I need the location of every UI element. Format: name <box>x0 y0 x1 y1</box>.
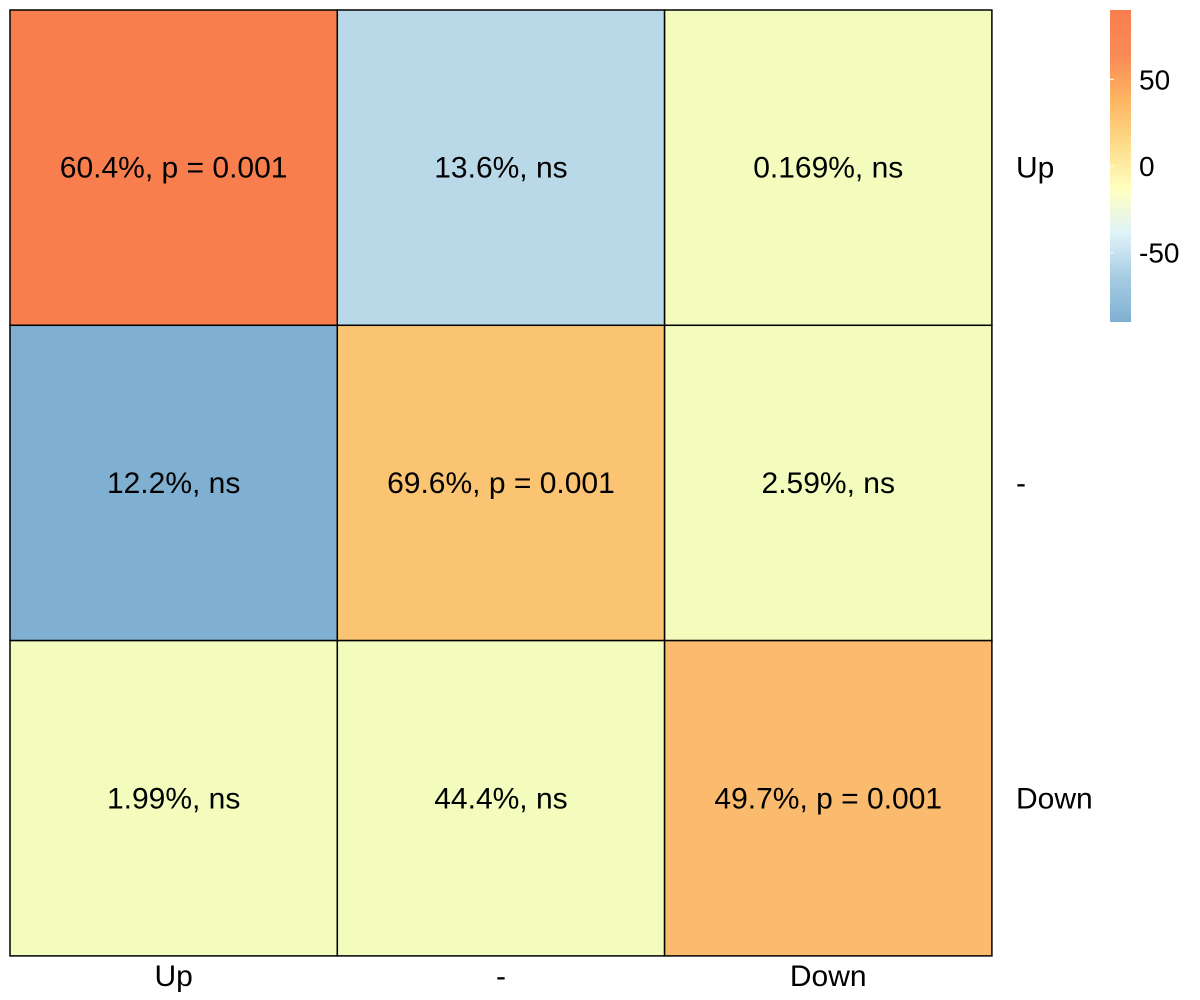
color-legend-ticks: 50 0 -50 <box>1110 64 1179 269</box>
cell-label-r1-c0: 12.2%, ns <box>107 467 240 500</box>
heatmap-cell-r0-c2 <box>663 9 993 327</box>
column-label-2: Down <box>790 960 867 993</box>
cell-label-r1-c1: 69.6%, p = 0.001 <box>387 467 615 500</box>
column-label-1: - <box>496 960 506 993</box>
cell-label-r0-c1: 13.6%, ns <box>434 152 567 185</box>
column-label-0: Up <box>154 960 192 993</box>
heatmap-cell-r2-c1 <box>336 639 666 957</box>
cell-label-r2-c1: 44.4%, ns <box>434 782 567 815</box>
heatmap-cells <box>9 9 993 957</box>
heatmap-cell-labels: 60.4%, p = 0.001 13.6%, ns 0.169%, ns 12.2%… <box>60 152 942 816</box>
cell-label-r2-c0: 1.99%, ns <box>107 782 240 815</box>
heatmap-cell-r1-c2 <box>663 324 993 642</box>
heatmap-cell-r2-c2 <box>663 639 993 957</box>
row-label-0: Up <box>1016 152 1054 185</box>
heatmap-cell-r1-c1 <box>336 324 666 642</box>
cell-label-r0-c2: 0.169%, ns <box>753 152 903 185</box>
color-legend-bar <box>1110 10 1131 322</box>
cell-label-r0-c0: 60.4%, p = 0.001 <box>60 152 288 185</box>
cell-label-r2-c2: 49.7%, p = 0.001 <box>714 782 942 815</box>
row-labels: Up - Down <box>1016 152 1093 816</box>
row-label-2: Down <box>1016 782 1093 815</box>
legend-tick-label: 0 <box>1139 151 1155 182</box>
column-labels: Up - Down <box>154 960 866 993</box>
heatmap-cell-r0-c0 <box>9 9 339 327</box>
heatmap-cell-r2-c0 <box>9 639 339 957</box>
heatmap-cell-r1-c0 <box>9 324 339 642</box>
legend-tick-label: -50 <box>1139 238 1179 269</box>
color-legend: 50 0 -50 <box>1110 10 1179 322</box>
cell-label-r1-c2: 2.59%, ns <box>762 467 895 500</box>
legend-tick-label: 50 <box>1139 64 1170 95</box>
row-label-1: - <box>1016 467 1026 500</box>
heatmap-cell-r0-c1 <box>336 9 666 327</box>
